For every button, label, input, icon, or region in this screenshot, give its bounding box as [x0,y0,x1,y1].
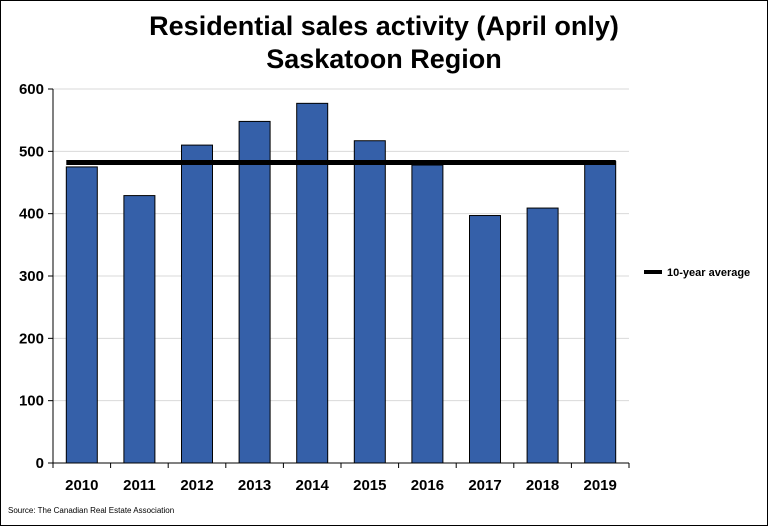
bar-2018 [526,207,559,464]
x-tick-label-2013: 2013 [238,477,271,494]
x-tick-label-2015: 2015 [353,477,386,494]
x-tick-label-2011: 2011 [123,477,156,494]
y-tick-label-100: 100 [19,393,44,410]
x-tick-label-2014: 2014 [296,477,330,494]
y-tick-label-200: 200 [19,330,44,347]
bar-2019 [584,160,617,464]
y-tick-label-600: 600 [19,81,44,98]
x-tick-label-2016: 2016 [411,477,444,494]
y-tick-labels: 0 100 200 300 400 500 600 [19,81,44,472]
bars [65,102,617,464]
bar-2015 [353,140,386,464]
bar-2012 [181,144,213,464]
bar-2010 [65,166,98,464]
x-tick-label-2012: 2012 [180,477,213,494]
bar-2016 [411,164,444,464]
legend: 10-year average [644,267,750,279]
y-tick-label-400: 400 [19,206,44,223]
y-tick-label-500: 500 [19,143,44,160]
chart-title: Residential sales activity (April only) … [0,10,768,76]
source-note: Source: The Canadian Real Estate Associa… [8,506,175,515]
legend-label-average: 10-year average [667,267,750,279]
bar-2014 [296,102,329,464]
x-tick-label-2019: 2019 [584,477,617,494]
x-tick-label-2017: 2017 [468,477,501,494]
chart-title-line1: Residential sales activity (April only) [149,11,619,41]
y-tick-label-0: 0 [36,455,44,472]
y-tick-label-300: 300 [19,268,44,285]
bar-2013 [238,120,271,464]
chart-subtitle: Saskatoon Region [266,44,502,74]
x-tick-label-2010: 2010 [65,477,98,494]
axes [48,88,630,468]
x-tick-labels: 2010 2011 2012 2013 2014 2015 2016 2017 2018 2019 [65,477,617,494]
bar-2017 [469,215,501,464]
x-tick-label-2018: 2018 [526,477,559,494]
bar-2011 [123,195,156,464]
